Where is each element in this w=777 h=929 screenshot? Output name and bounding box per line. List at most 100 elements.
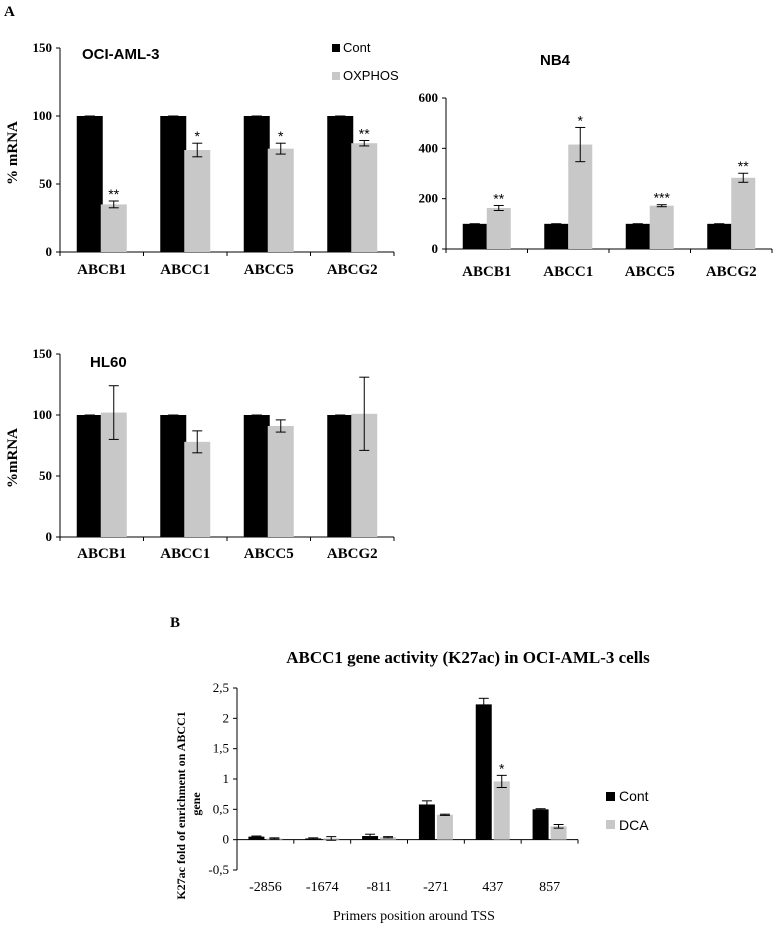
bar-treated [267, 425, 294, 537]
legend-label-cont: Cont [343, 40, 371, 55]
bar-treated [436, 814, 453, 840]
plot-area: 0 50 100 150 ** ABCB1 * ABCC1 * ABCC5 ** ABCG2 [33, 40, 395, 278]
bar-treated [184, 441, 211, 537]
y-tick-label: -0,5 [208, 862, 229, 877]
bar-cont [462, 223, 487, 249]
legend-label-oxphos: OXPHOS [343, 68, 399, 83]
plot-area: -0,5 0 0,5 1 1,5 2 2,5 -2856 -1674 -811 -271 * 437 85… [208, 680, 579, 895]
x-tick-label: 857 [539, 880, 560, 895]
x-tick-label: ABCC5 [625, 264, 675, 280]
y-axis-label: %mRNA [5, 428, 21, 488]
y-tick-label: 0 [223, 832, 230, 847]
legend-swatch-dca [606, 820, 615, 829]
y-tick-label: 0,5 [213, 801, 229, 816]
bar-cont [160, 415, 187, 537]
chart-title: HL60 [90, 354, 127, 371]
y-tick-label: 0 [46, 244, 53, 259]
chart-hl60: HL60 %mRNA 0 50 100 150 ABCB1 ABCC1 ABCC5 ABCG2 [5, 346, 395, 562]
bar-treated [731, 177, 756, 249]
chart-nb4: NB4 0 200 400 600 ** ABCB1 * ABCC1 *** ABCC5 ** ABC… [419, 52, 773, 280]
y-tick-label: 150 [33, 40, 53, 55]
significance-marker: * [195, 128, 201, 144]
panel-a-label: A [4, 4, 15, 20]
bar-treated [380, 837, 397, 840]
bar-cont [243, 116, 270, 252]
y-tick-label: 2 [223, 710, 230, 725]
legend: Cont OXPHOS [332, 40, 399, 83]
plot-area: 0 50 100 150 ABCB1 ABCC1 ABCC5 ABCG2 [33, 346, 395, 562]
x-tick-label: -811 [367, 880, 392, 895]
bar-cont [327, 116, 354, 252]
legend-swatch-oxphos [332, 72, 340, 80]
significance-marker: ** [738, 158, 749, 174]
y-tick-label: 50 [39, 468, 52, 483]
bar-treated [267, 148, 294, 252]
significance-marker: ** [359, 125, 370, 141]
bar-treated [100, 204, 127, 252]
y-tick-label: 1,5 [213, 741, 229, 756]
significance-marker: ** [108, 186, 119, 202]
legend-label-cont: Cont [619, 788, 649, 804]
legend: Cont DCA [606, 788, 649, 833]
x-axis-label: Primers position around TSS [333, 909, 495, 924]
y-tick-label: 1 [223, 771, 230, 786]
chart-oci-aml-3: OCI-AML-3 % mRNA 0 50 100 150 ** ABCB1 * ABCC1 *… [5, 40, 399, 278]
bar-cont [248, 836, 265, 840]
x-tick-label: ABCC1 [543, 264, 593, 280]
chart-title: NB4 [540, 52, 571, 69]
significance-marker: * [578, 112, 584, 128]
y-tick-label: 600 [419, 90, 439, 105]
x-tick-label: -2856 [249, 880, 282, 895]
x-tick-label: ABCG2 [706, 264, 757, 280]
significance-marker: ** [493, 190, 504, 206]
x-tick-label: ABCG2 [327, 262, 378, 278]
bar-treated [486, 207, 511, 249]
significance-marker: * [499, 760, 505, 776]
y-axis-label: K27ac fold of enrichment on ABCC1 gene [174, 708, 203, 899]
plot-area: 0 200 400 600 ** ABCB1 * ABCC1 *** ABCC5 ** ABCG2 [419, 90, 773, 280]
x-tick-label: ABCB1 [77, 546, 126, 562]
bar-treated [649, 205, 674, 249]
y-tick-label: 200 [419, 191, 439, 206]
bar-treated [184, 150, 211, 252]
bar-cont [76, 116, 103, 252]
legend-swatch-cont [606, 792, 615, 801]
x-tick-label: ABCC5 [244, 546, 294, 562]
chart-k27ac: ABCC1 gene activity (K27ac) in OCI-AML-3… [174, 648, 650, 924]
y-tick-label: 0 [46, 529, 53, 544]
y-tick-label: 150 [33, 346, 53, 361]
bar-cont [707, 223, 732, 249]
y-axis-label-line-1: K27ac fold of enrichment on ABCC1 [174, 711, 188, 899]
bar-cont [544, 223, 569, 249]
x-tick-label: -1674 [306, 880, 339, 895]
bar-cont [160, 116, 187, 252]
chart-title: OCI-AML-3 [82, 46, 160, 63]
y-tick-label: 2,5 [213, 680, 229, 695]
y-tick-label: 50 [39, 176, 52, 191]
x-tick-label: ABCC1 [160, 546, 210, 562]
y-axis-label: % mRNA [5, 121, 21, 185]
x-tick-label: ABCC5 [244, 262, 294, 278]
legend-swatch-cont [332, 44, 340, 52]
x-tick-label: ABCB1 [77, 262, 126, 278]
bar-cont [475, 704, 492, 840]
y-axis-label-line-2: gene [189, 792, 203, 816]
panel-b-label: B [170, 615, 180, 631]
bar-cont [327, 415, 354, 537]
x-tick-label: -271 [423, 880, 449, 895]
bar-cont [418, 804, 435, 840]
y-tick-label: 400 [419, 140, 439, 155]
significance-marker: *** [654, 190, 671, 206]
y-tick-label: 100 [33, 108, 53, 123]
significance-marker: * [278, 128, 284, 144]
bar-cont [532, 809, 549, 840]
chart-title: ABCC1 gene activity (K27ac) in OCI-AML-3… [286, 648, 650, 667]
y-tick-label: 0 [432, 241, 439, 256]
x-tick-label: ABCB1 [462, 264, 511, 280]
bar-treated [351, 143, 378, 252]
bar-cont [625, 223, 650, 249]
bar-cont [76, 415, 103, 537]
legend-label-dca: DCA [619, 817, 649, 833]
bar-treated [550, 826, 567, 840]
